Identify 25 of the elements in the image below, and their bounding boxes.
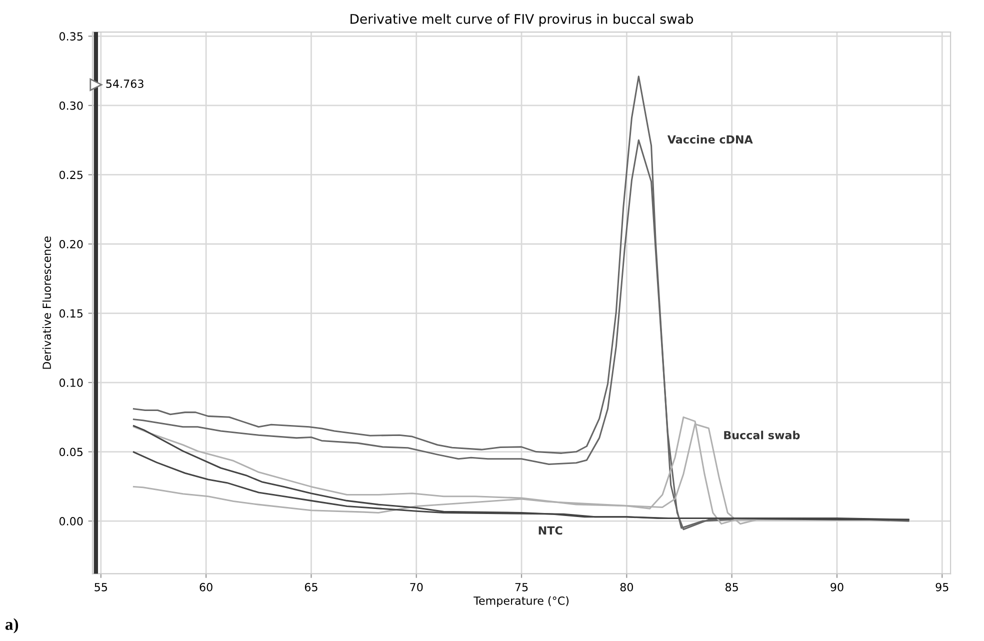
x-tick-label: 95: [936, 582, 948, 592]
y-tick-label: 0.35: [59, 32, 82, 41]
y-tick-label: 0.30: [59, 101, 83, 110]
annotation: NTC: [538, 526, 562, 535]
ref-line-label: 54.763: [106, 80, 144, 88]
x-tick-label: 65: [304, 582, 318, 592]
x-tick-label: 85: [726, 582, 738, 592]
y-tick-label: 0.05: [59, 448, 82, 456]
annotation: Vaccine cDNA: [667, 135, 753, 144]
x-tick-label: 55: [94, 583, 108, 592]
y-tick-label: 0.10: [59, 378, 83, 387]
y-tick-label: 0.15: [59, 309, 82, 318]
y-axis-title: Derivative Fluorescence: [42, 236, 52, 369]
x-tick-label: 90: [830, 582, 844, 592]
x-tick-label: 80: [620, 582, 634, 592]
y-tick-label: 0.20: [59, 240, 83, 248]
y-tick-label: 0.25: [59, 170, 82, 180]
x-tick-label: 60: [200, 582, 212, 592]
text: a): [5, 618, 18, 634]
y-tick-label: 0.00: [59, 517, 83, 526]
x-axis-title: Temperature (°C): [474, 596, 569, 608]
x-tick-label: 70: [410, 582, 423, 592]
chart-title: Derivative melt curve of FIV provirus in buccal swab: [350, 14, 694, 26]
annotation: Buccal swab: [724, 430, 800, 440]
x-tick-label: 75: [515, 583, 528, 592]
